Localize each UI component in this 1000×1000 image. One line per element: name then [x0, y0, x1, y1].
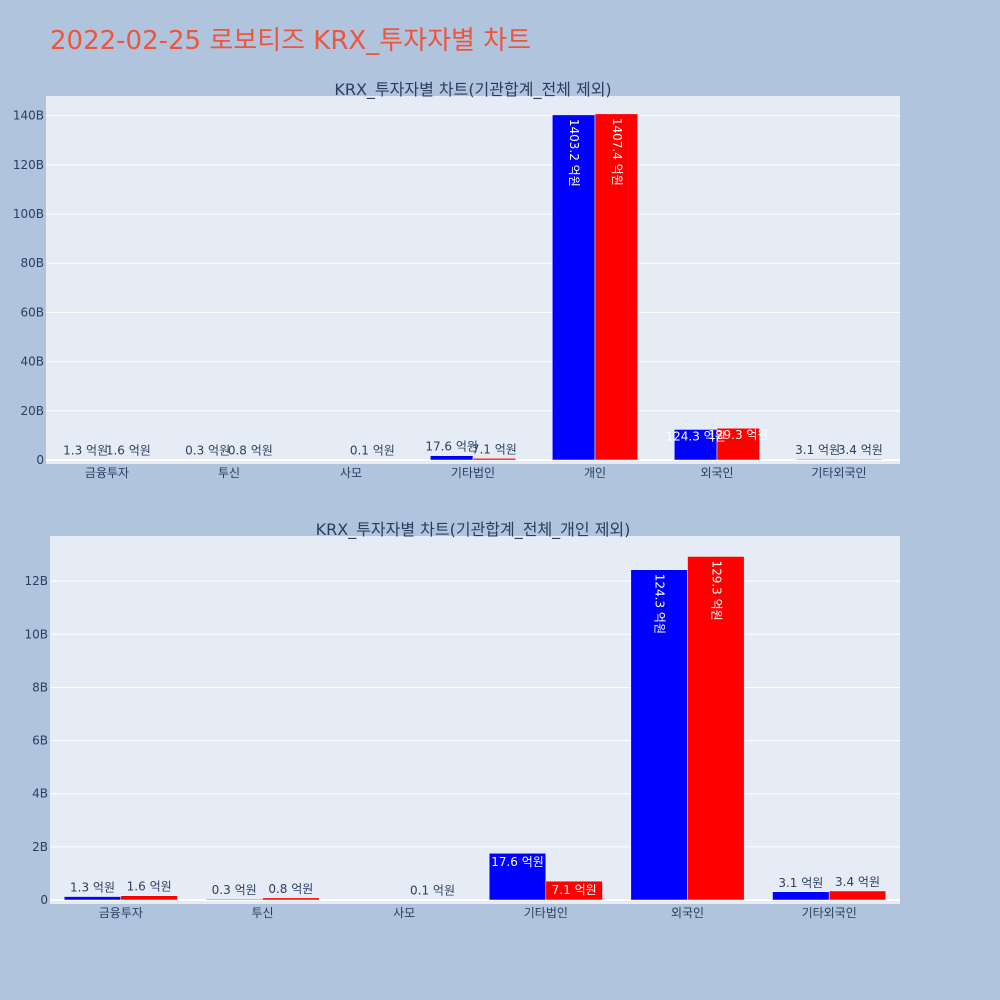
data-labels-1: 1.3 억원1.6 억원 0.3 억원0.8 억원 0.1 억원 17.6 억원7.1…	[63, 118, 883, 458]
bars-1	[64, 113, 882, 461]
x-tick-label: 기타법인	[451, 466, 495, 480]
y-tick-label: 40B	[20, 355, 44, 369]
data-label: 124.3 억원	[653, 574, 667, 634]
x-tick-label: 투신	[251, 906, 273, 920]
data-label: 0.8 억원	[268, 882, 313, 896]
bar	[120, 895, 178, 901]
data-label: 3.1 억원	[778, 876, 823, 890]
data-label: 0.8 억원	[228, 444, 273, 458]
bar	[205, 898, 263, 901]
bar	[552, 114, 596, 461]
bar	[472, 458, 516, 461]
data-label: 3.4 억원	[835, 875, 880, 889]
x-tick-label: 금융투자	[85, 466, 129, 480]
bar	[674, 429, 718, 461]
y-tick-label: 2B	[32, 840, 48, 854]
bar	[838, 458, 882, 461]
plot-area-1	[46, 96, 900, 464]
y-tick-label: 12B	[24, 574, 48, 588]
data-label: 0.1 억원	[350, 444, 395, 458]
gridlines-2	[50, 580, 900, 901]
x-tick-label: 금융투자	[99, 906, 143, 920]
bar	[828, 890, 887, 901]
bar	[488, 852, 547, 901]
chart-title-1: KRX_투자자별 차트(기관합계_전체 제외)	[334, 80, 611, 100]
y-tick-label: 80B	[20, 256, 44, 270]
y-tick-label: 20B	[20, 404, 44, 418]
y-tick-label: 10B	[24, 627, 48, 641]
data-label: 1.3 억원	[70, 881, 115, 895]
bar	[796, 458, 840, 461]
bar	[687, 556, 745, 901]
bar	[403, 899, 462, 901]
x-tick-label: 사모	[393, 906, 415, 920]
data-label: 7.1 억원	[552, 883, 597, 897]
bar	[228, 459, 272, 461]
y-tick-label: 140B	[13, 109, 44, 123]
data-label: 1.6 억원	[127, 880, 172, 894]
y-tick-label: 120B	[13, 158, 44, 172]
data-label: 0.3 억원	[185, 444, 230, 458]
x-tick-label: 사모	[340, 466, 362, 480]
bar	[64, 459, 108, 461]
plot-area-2	[50, 536, 900, 904]
x-tick-label: 기타법인	[524, 906, 568, 920]
data-labels-2: 1.3 억원 1.6 억원 0.3 억원 0.8 억원 0.1 억원 17.6 억원 7.1…	[70, 560, 880, 897]
bar	[430, 455, 474, 461]
data-label: 17.6 억원	[425, 440, 478, 454]
y-tick-label: 60B	[20, 305, 44, 319]
bar	[772, 891, 830, 901]
data-label: 129.3 억원	[708, 428, 768, 442]
chart-title-2: KRX_투자자별 차트(기관합계_전체_개인 제외)	[316, 520, 631, 540]
data-label: 3.1 억원	[795, 443, 840, 457]
data-label: 129.3 억원	[709, 560, 723, 620]
x-tick-label: 외국인	[671, 906, 704, 920]
bar	[350, 459, 394, 461]
bar	[594, 113, 638, 461]
chart-panel-1: KRX_투자자별 차트(기관합계_전체 제외) 0 20B 40B 60B 80B 100…	[13, 80, 900, 480]
y-tick-label: 0	[36, 453, 44, 467]
x-tick-label: 투신	[218, 466, 240, 480]
x-axis-1: 금융투자 투신 사모 기타법인 개인 외국인 기타외국인	[85, 466, 867, 480]
bar	[630, 569, 688, 901]
bar	[716, 427, 760, 461]
data-label: 0.1 억원	[410, 884, 455, 898]
y-tick-label: 8B	[32, 680, 48, 694]
x-axis-2: 금융투자 투신 사모 기타법인 외국인 기타외국인	[99, 906, 857, 920]
bar	[106, 459, 150, 461]
data-label: 17.6 억원	[491, 855, 544, 869]
bar	[186, 459, 230, 461]
x-tick-label: 기타외국인	[811, 466, 866, 480]
y-tick-label: 0	[40, 893, 48, 907]
x-tick-label: 외국인	[700, 466, 733, 480]
chart-panel-2: KRX_투자자별 차트(기관합계_전체_개인 제외) 0 2B 4B 6B 8B 10B 1…	[24, 520, 900, 920]
x-tick-label: 개인	[584, 466, 606, 480]
y-tick-label: 100B	[13, 207, 44, 221]
data-label: 1.3 억원	[63, 444, 108, 458]
page-title: 2022-02-25 로보티즈 KRX_투자자별 차트	[50, 26, 531, 56]
bar	[63, 896, 122, 901]
data-label: 124.3 억원	[666, 429, 726, 443]
bars-2	[63, 556, 887, 901]
y-tick-label: 4B	[32, 787, 48, 801]
data-label: 1403.2 억원	[567, 119, 581, 187]
data-label: 1.6 억원	[106, 444, 151, 458]
y-axis-1: 0 20B 40B 60B 80B 100B 120B 140B	[13, 109, 44, 467]
data-label: 7.1 억원	[472, 442, 517, 456]
y-axis-2: 0 2B 4B 6B 8B 10B 12B	[24, 574, 48, 907]
data-label: 1407.4 억원	[610, 118, 624, 186]
data-label: 3.4 억원	[838, 443, 883, 457]
bar	[262, 897, 320, 901]
data-label: 0.3 억원	[212, 883, 257, 897]
x-tick-label: 기타외국인	[802, 906, 857, 920]
bar	[545, 880, 603, 901]
y-tick-label: 6B	[32, 734, 48, 748]
